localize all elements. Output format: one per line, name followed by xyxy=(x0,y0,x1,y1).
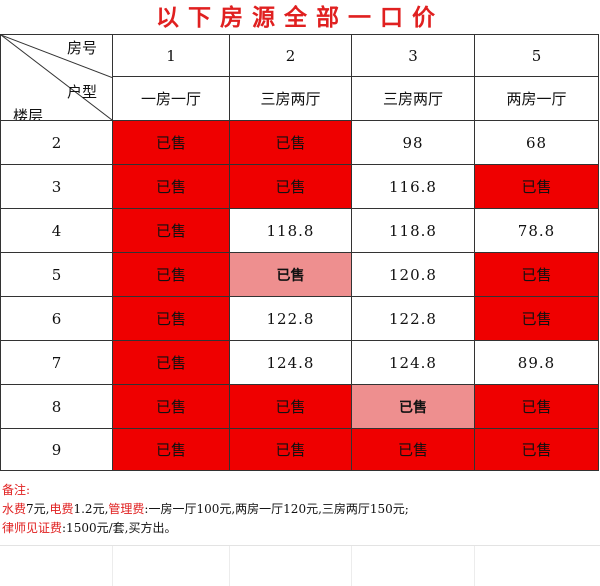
price-cell: 118.8 xyxy=(229,208,352,253)
floor-cell: 7 xyxy=(0,340,113,385)
price-cell: 120.8 xyxy=(351,252,475,297)
sold-cell: 已售 xyxy=(112,340,230,385)
sold-cell: 已售 xyxy=(229,120,352,165)
sold-cell: 已售 xyxy=(474,428,599,471)
notes-heading-line: 备注: xyxy=(2,481,598,500)
lawyer-fee-label: 律师见证费 xyxy=(2,521,63,535)
room-number-header: 3 xyxy=(351,34,475,77)
price-cell: 124.8 xyxy=(351,340,475,385)
floor-row: 2 已售 已售 98 68 xyxy=(0,120,599,165)
unit-type-label: 户型 xyxy=(67,83,98,101)
sold-cell: 已售 xyxy=(112,428,230,471)
grid-line xyxy=(474,546,475,586)
header-row-room-numbers: 房号 户型 楼层 1 2 3 5 xyxy=(0,34,599,121)
price-cell: 68 xyxy=(474,120,599,165)
unit-type-header: 三房两厅 xyxy=(229,76,352,121)
sold-cell: 已售 xyxy=(229,428,352,471)
sold-cell: 已售 xyxy=(112,120,230,165)
sold-cell: 已售 xyxy=(474,164,599,209)
spreadsheet-gridlines xyxy=(0,545,600,586)
electric-fee-value: 1.2元, xyxy=(73,502,109,516)
water-fee-value: 7元, xyxy=(26,502,50,516)
sold-label: 已售 xyxy=(399,399,427,416)
price-cell: 118.8 xyxy=(351,208,475,253)
price-cell: 122.8 xyxy=(229,296,352,341)
floor-row: 6 已售 122.8 122.8 已售 xyxy=(0,296,599,341)
price-table: 房号 户型 楼层 1 2 3 5 一房一厅 三房两厅 三房两厅 两房一厅 2 已售… xyxy=(0,34,599,471)
room-number-header: 5 xyxy=(474,34,599,77)
header-corner: 房号 户型 楼层 xyxy=(0,34,113,121)
electric-fee-label: 电费 xyxy=(49,502,74,516)
room-number-header: 1 xyxy=(112,34,230,77)
floor-row: 4 已售 118.8 118.8 78.8 xyxy=(0,208,599,253)
sold-cell: 已售 xyxy=(112,296,230,341)
diagonal-lines xyxy=(1,35,112,120)
floor-cell: 5 xyxy=(0,252,113,297)
unit-type-header: 两房一厅 xyxy=(474,76,599,121)
management-fee-label: 管理费 xyxy=(108,502,145,516)
price-cell: 116.8 xyxy=(351,164,475,209)
floor-label: 楼层 xyxy=(13,107,44,121)
lawyer-fee-value: :1500元/套,买方出。 xyxy=(62,521,177,535)
header-row-unit-types: 一房一厅 三房两厅 三房两厅 两房一厅 xyxy=(1,76,599,121)
sold-cell: 已售 xyxy=(229,384,352,429)
floor-row: 5 已售 已售 120.8 已售 xyxy=(0,252,599,297)
unit-type-header: 三房两厅 xyxy=(351,76,475,121)
floor-cell: 3 xyxy=(0,164,113,209)
sold-cell-highlight: 已售 xyxy=(229,252,352,297)
room-number-label: 房号 xyxy=(67,39,98,57)
floor-row: 9 已售 已售 已售 已售 xyxy=(0,428,599,471)
sold-cell: 已售 xyxy=(112,208,230,253)
grid-line xyxy=(229,546,230,586)
price-cell: 124.8 xyxy=(229,340,352,385)
fees-line: 水费7元,电费1.2元,管理费:一房一厅100元,两房一厅120元,三房两厅15… xyxy=(2,500,598,519)
sold-cell: 已售 xyxy=(474,296,599,341)
sold-cell-highlight: 已售 xyxy=(351,384,475,429)
grid-line xyxy=(351,546,352,586)
price-cell: 122.8 xyxy=(351,296,475,341)
room-number-header: 2 xyxy=(229,34,352,77)
floor-cell: 6 xyxy=(0,296,113,341)
notes: 备注: 水费7元,电费1.2元,管理费:一房一厅100元,两房一厅120元,三房… xyxy=(2,481,598,538)
sold-cell: 已售 xyxy=(474,252,599,297)
floor-row: 3 已售 已售 116.8 已售 xyxy=(0,164,599,209)
floor-cell: 8 xyxy=(0,384,113,429)
notes-heading: 备注: xyxy=(2,483,31,497)
lawyer-fee-line: 律师见证费:1500元/套,买方出。 xyxy=(2,519,598,538)
sold-cell: 已售 xyxy=(112,384,230,429)
floor-cell: 4 xyxy=(0,208,113,253)
floor-cell: 2 xyxy=(0,120,113,165)
floor-row: 8 已售 已售 已售 已售 xyxy=(0,384,599,429)
price-cell: 78.8 xyxy=(474,208,599,253)
water-fee-label: 水费 xyxy=(2,502,27,516)
sold-cell: 已售 xyxy=(229,164,352,209)
sold-cell: 已售 xyxy=(351,428,475,471)
unit-type-header: 一房一厅 xyxy=(112,76,230,121)
price-cell: 98 xyxy=(351,120,475,165)
floor-cell: 9 xyxy=(0,428,113,471)
management-fee-value: :一房一厅100元,两房一厅120元,三房两厅150元; xyxy=(144,502,409,516)
price-cell: 89.8 xyxy=(474,340,599,385)
floor-row: 7 已售 124.8 124.8 89.8 xyxy=(0,340,599,385)
sold-cell: 已售 xyxy=(474,384,599,429)
sold-label: 已售 xyxy=(276,267,305,284)
grid-line xyxy=(112,546,113,586)
sold-cell: 已售 xyxy=(112,252,230,297)
page-title: 以下房源全部一口价 xyxy=(156,4,444,31)
sold-cell: 已售 xyxy=(112,164,230,209)
